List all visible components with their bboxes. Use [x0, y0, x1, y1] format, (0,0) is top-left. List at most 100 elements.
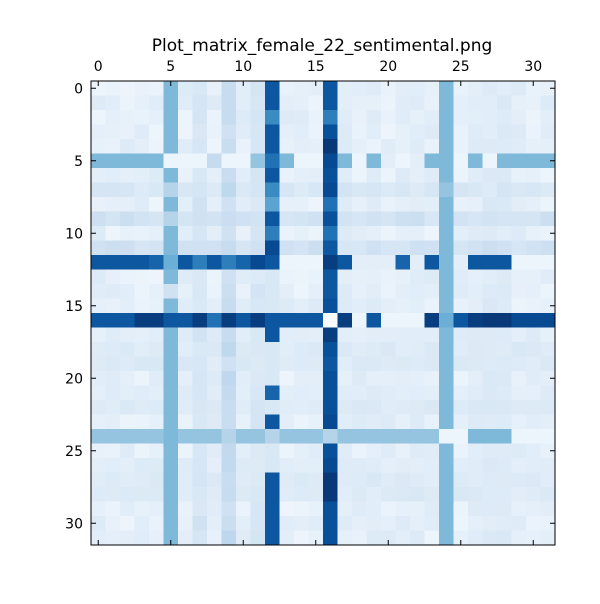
heatmap-cell: [424, 371, 440, 386]
heatmap-cell: [163, 327, 179, 343]
heatmap-cell: [250, 342, 266, 357]
heatmap-cell: [366, 458, 382, 473]
heatmap-cell: [526, 95, 541, 111]
heatmap-cell: [294, 197, 309, 212]
heatmap-cell: [178, 371, 193, 386]
heatmap-cell: [497, 255, 512, 270]
heatmap-cell: [482, 168, 498, 183]
heatmap-cell: [366, 429, 382, 444]
heatmap-cell: [120, 414, 135, 430]
heatmap-cell: [511, 81, 527, 96]
heatmap-cell: [279, 211, 295, 227]
heatmap-cell: [294, 269, 309, 285]
heatmap-cell: [526, 327, 541, 343]
heatmap-cell: [424, 356, 440, 372]
heatmap-cell: [352, 110, 367, 125]
heatmap-cell: [236, 211, 251, 227]
heatmap-cell: [540, 139, 556, 154]
heatmap-cell: [308, 124, 324, 140]
heatmap-cell: [366, 371, 382, 386]
heatmap-cell: [526, 443, 541, 459]
heatmap-cell: [279, 240, 295, 256]
heatmap-cell: [323, 153, 338, 169]
heatmap-cell: [105, 487, 121, 502]
heatmap-cell: [352, 81, 367, 96]
heatmap-cell: [250, 472, 266, 488]
heatmap-cell: [323, 472, 338, 488]
heatmap-cell: [352, 472, 367, 488]
heatmap-cell: [134, 81, 150, 96]
heatmap-cell: [453, 313, 469, 328]
heatmap-cell: [424, 269, 440, 285]
heatmap-cell: [265, 124, 280, 140]
heatmap-cell: [265, 342, 280, 357]
heatmap-cell: [381, 458, 396, 473]
heatmap-cell: [468, 95, 483, 111]
heatmap-cell: [279, 342, 295, 357]
heatmap-cell: [323, 356, 338, 372]
heatmap-cell: [279, 298, 295, 314]
heatmap-cell: [395, 226, 411, 241]
heatmap-cell: [294, 458, 309, 473]
heatmap-cell: [453, 458, 469, 473]
heatmap-cell: [540, 530, 556, 546]
heatmap-cell: [178, 516, 193, 531]
heatmap-cell: [192, 269, 208, 285]
heatmap-cell: [134, 487, 150, 502]
plot-frame: [90, 80, 556, 546]
heatmap-cell: [279, 226, 295, 241]
heatmap-cell: [279, 197, 295, 212]
heatmap-cell: [294, 371, 309, 386]
heatmap-cell: [337, 371, 353, 386]
heatmap-cell: [323, 327, 338, 343]
heatmap-cell: [134, 516, 150, 531]
heatmap-cell: [192, 443, 208, 459]
heatmap-cell: [105, 153, 121, 169]
heatmap-cell: [410, 327, 425, 343]
heatmap-cell: [207, 124, 222, 140]
heatmap-cell: [497, 530, 512, 546]
heatmap-cell: [410, 472, 425, 488]
heatmap-cell: [482, 400, 498, 415]
heatmap-cell: [323, 342, 338, 357]
heatmap-cell: [105, 124, 121, 140]
heatmap-cell: [410, 153, 425, 169]
x-tick-label: 20: [379, 59, 397, 75]
heatmap-cell: [395, 124, 411, 140]
x-tick-label: 25: [452, 59, 470, 75]
heatmap-cell: [323, 95, 338, 111]
heatmap-cell: [91, 385, 106, 401]
heatmap-cell: [163, 298, 179, 314]
heatmap-cell: [207, 530, 222, 546]
heatmap-cell: [453, 443, 469, 459]
heatmap-cell: [279, 385, 295, 401]
heatmap-cell: [91, 530, 106, 546]
heatmap-cell: [207, 298, 222, 314]
x-tick-label: 5: [166, 59, 175, 75]
heatmap-cell: [178, 81, 193, 96]
heatmap-cell: [163, 342, 179, 357]
heatmap-cell: [453, 240, 469, 256]
heatmap-cell: [207, 327, 222, 343]
heatmap-cell: [178, 501, 193, 517]
heatmap-cell: [410, 429, 425, 444]
heatmap-cell: [221, 400, 237, 415]
heatmap-cell: [294, 95, 309, 111]
heatmap-cell: [323, 298, 338, 314]
heatmap-cell: [91, 255, 106, 270]
heatmap-cell: [250, 356, 266, 372]
heatmap-cell: [366, 211, 382, 227]
heatmap-cell: [91, 443, 106, 459]
heatmap-cell: [323, 124, 338, 140]
heatmap-cell: [265, 400, 280, 415]
heatmap-cell: [308, 371, 324, 386]
heatmap-cell: [149, 414, 164, 430]
heatmap-cell: [250, 110, 266, 125]
heatmap-cell: [192, 95, 208, 111]
heatmap-cell: [120, 226, 135, 241]
heatmap-cell: [352, 168, 367, 183]
heatmap-cell: [453, 342, 469, 357]
heatmap-cell: [482, 516, 498, 531]
heatmap-cell: [294, 110, 309, 125]
heatmap-cell: [366, 472, 382, 488]
